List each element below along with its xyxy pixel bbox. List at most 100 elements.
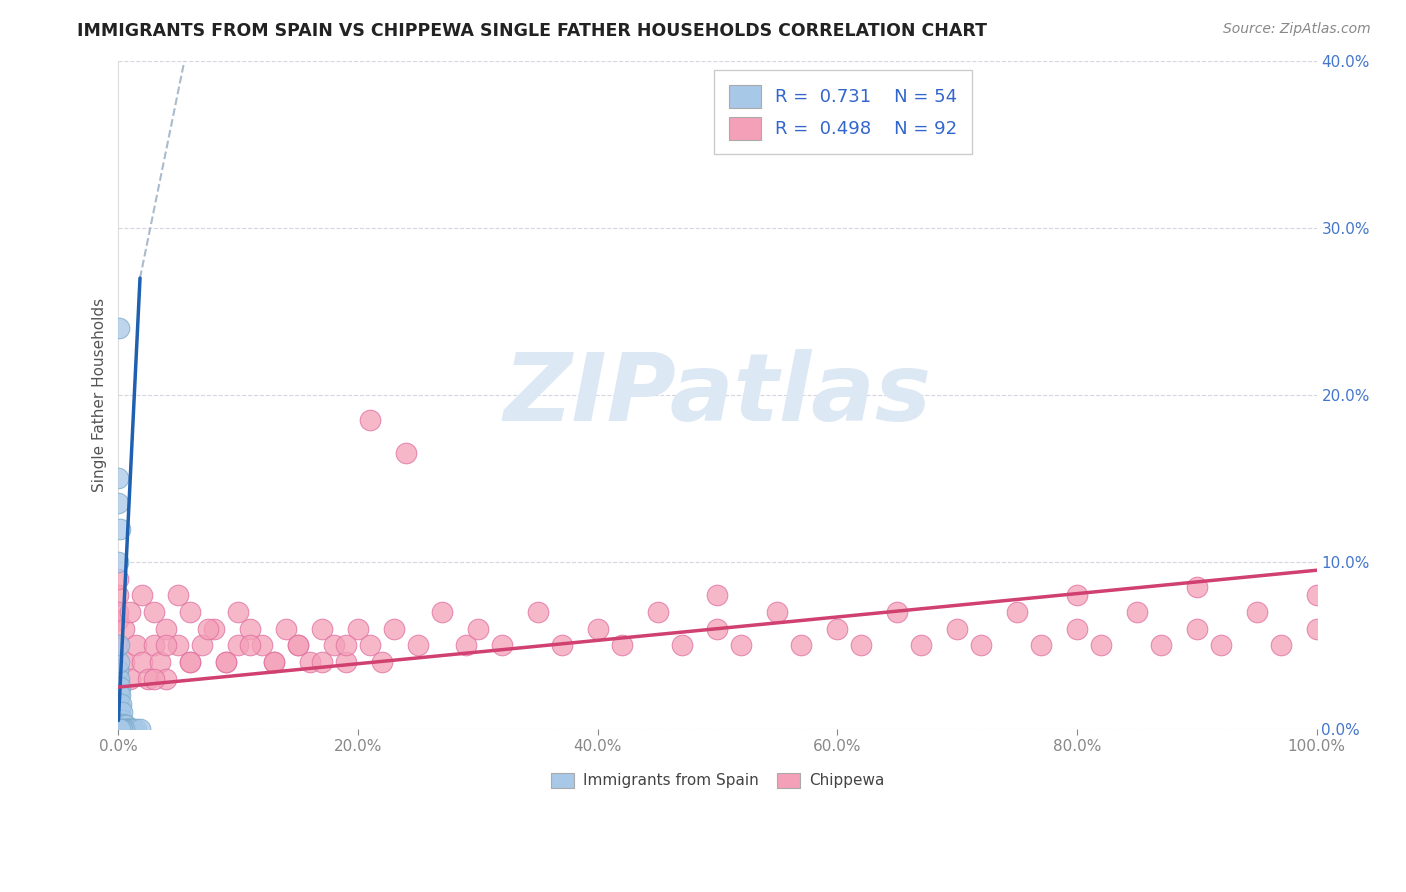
Point (107, 722, 129, 736)
Point (1066, 588, 1088, 602)
Point (491, 638, 513, 652)
Point (191, 638, 214, 652)
Point (108, 321, 131, 335)
Point (276, 622, 298, 636)
Point (526, 605, 548, 619)
Point (138, 672, 160, 686)
Point (1246, 605, 1268, 619)
Point (107, 588, 129, 602)
Point (179, 655, 201, 669)
Point (1209, 638, 1232, 652)
Point (131, 655, 153, 669)
Point (287, 638, 309, 652)
Point (107, 555, 129, 569)
Point (263, 655, 285, 669)
Point (110, 722, 132, 736)
Text: IMMIGRANTS FROM SPAIN VS CHIPPEWA SINGLE FATHER HOUSEHOLDS CORRELATION CHART: IMMIGRANTS FROM SPAIN VS CHIPPEWA SINGLE… (77, 22, 987, 40)
Point (112, 716, 135, 731)
Point (114, 722, 136, 736)
Point (155, 638, 177, 652)
Point (120, 605, 142, 619)
Point (125, 722, 148, 736)
Point (108, 672, 131, 686)
Point (827, 622, 849, 636)
Point (111, 722, 134, 736)
Text: ZIPatlas: ZIPatlas (503, 349, 932, 441)
Point (551, 638, 574, 652)
Point (110, 708, 132, 723)
Point (610, 638, 633, 652)
Point (108, 722, 131, 736)
Point (108, 655, 131, 669)
Point (323, 638, 346, 652)
Point (311, 655, 333, 669)
Point (299, 655, 322, 669)
Point (1126, 605, 1149, 619)
Point (430, 605, 453, 619)
Point (250, 638, 273, 652)
Point (107, 705, 129, 719)
Point (107, 689, 129, 703)
Point (790, 638, 813, 652)
Point (706, 588, 728, 602)
Point (107, 689, 129, 703)
Point (110, 722, 132, 736)
Point (851, 638, 873, 652)
Point (239, 622, 262, 636)
Point (226, 605, 249, 619)
Point (1185, 622, 1208, 636)
Point (108, 714, 131, 728)
Point (120, 672, 142, 686)
Point (108, 716, 131, 731)
Point (111, 705, 134, 719)
Point (1305, 588, 1327, 602)
Point (766, 605, 789, 619)
Point (167, 588, 190, 602)
Point (110, 689, 132, 703)
Point (108, 680, 131, 694)
Point (1150, 638, 1173, 652)
Point (114, 655, 136, 669)
Point (107, 613, 129, 627)
Text: Source: ZipAtlas.com: Source: ZipAtlas.com (1223, 22, 1371, 37)
Point (1066, 622, 1088, 636)
Point (110, 714, 132, 728)
Point (120, 722, 142, 736)
Point (121, 722, 143, 736)
Point (108, 722, 131, 736)
Point (108, 708, 131, 723)
Point (1005, 605, 1028, 619)
Point (395, 446, 418, 460)
Legend: Immigrants from Spain, Chippewa: Immigrants from Spain, Chippewa (544, 766, 890, 795)
Point (706, 622, 728, 636)
Point (1305, 622, 1327, 636)
Point (108, 685, 131, 699)
Point (359, 413, 381, 427)
Point (107, 708, 129, 723)
Point (167, 638, 190, 652)
Point (179, 605, 201, 619)
Point (586, 622, 609, 636)
Point (149, 655, 172, 669)
Point (454, 638, 477, 652)
Point (202, 622, 225, 636)
Y-axis label: Single Father Households: Single Father Households (93, 298, 107, 492)
Point (311, 622, 333, 636)
Point (143, 638, 166, 652)
Point (886, 605, 908, 619)
Point (114, 718, 136, 732)
Point (226, 638, 249, 652)
Point (1029, 638, 1052, 652)
Point (239, 638, 262, 652)
Point (110, 722, 132, 736)
Point (107, 496, 129, 510)
Point (179, 655, 201, 669)
Point (970, 638, 993, 652)
Point (107, 664, 129, 678)
Point (107, 672, 129, 686)
Point (143, 605, 166, 619)
Point (115, 722, 138, 736)
Point (946, 622, 969, 636)
Point (1185, 580, 1208, 594)
Point (671, 638, 693, 652)
